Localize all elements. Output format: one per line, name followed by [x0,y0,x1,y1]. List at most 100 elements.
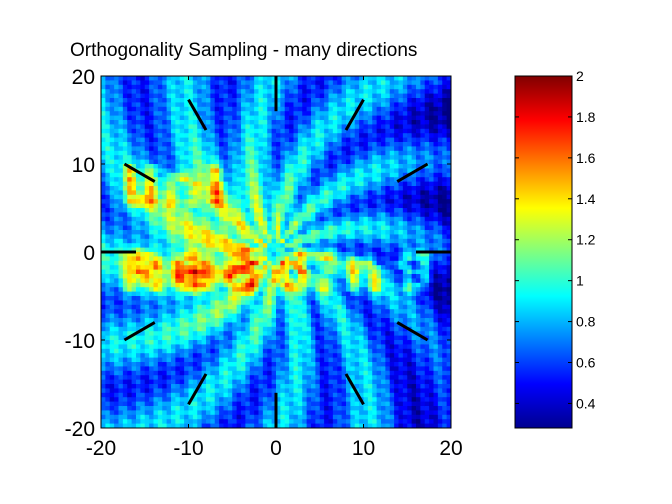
heatmap-cell [219,397,225,403]
heatmap-cell [114,269,120,275]
heatmap-cell [346,401,351,407]
heatmap-cell [153,375,159,381]
heatmap-cell [197,326,203,332]
heatmap-cell [341,256,347,262]
heatmap-cell [319,80,325,86]
heatmap-cell [127,194,133,200]
heatmap-cell [332,172,338,178]
heatmap-cell [315,392,321,398]
heatmap-cell [236,221,242,227]
heatmap-cell [162,181,168,187]
heatmap-cell [188,186,194,191]
heatmap-cell [306,80,312,86]
heatmap-cell [219,93,225,99]
heatmap-cell [328,93,334,99]
heatmap-cell [271,128,277,134]
heatmap-cell [171,124,176,130]
heatmap-cell [166,190,172,196]
heatmap-cell [319,190,325,196]
heatmap-cell [140,186,146,191]
heatmap-cell [105,362,111,367]
heatmap-cell [254,362,260,367]
heatmap-cell [179,247,185,253]
heatmap-cell [341,84,347,90]
heatmap-cell [144,406,150,411]
heatmap-cell [363,384,369,389]
heatmap-cell [293,247,299,253]
heatmap-cell [302,164,308,169]
heatmap-cell [219,80,225,86]
heatmap-cell [122,172,128,178]
heatmap-cell [214,313,220,319]
heatmap-cell [328,326,334,332]
heatmap-cell [214,102,220,108]
heatmap-cell [192,115,198,121]
heatmap-cell [267,406,273,411]
heatmap-cell [341,331,347,337]
heatmap-cell [227,326,233,332]
heatmap-cell [179,362,185,367]
heatmap-cell [136,120,141,125]
heatmap-cell [341,93,347,99]
heatmap-cell [188,98,194,103]
heatmap-cell [241,278,246,284]
heatmap-cell [140,177,146,183]
heatmap-cell [219,265,225,271]
heatmap-cell [114,146,120,152]
heatmap-cell [341,252,347,257]
heatmap-cell [131,318,137,323]
heatmap-cell [315,309,321,315]
heatmap-cell [136,98,141,103]
heatmap-cell [144,322,150,328]
heatmap-cell [258,164,264,169]
heatmap-cell [315,247,321,253]
heatmap-cell [223,265,229,271]
heatmap-cell [284,340,290,345]
heatmap-cell [249,318,255,323]
heatmap-cell [162,256,168,262]
heatmap-cell [328,344,334,350]
heatmap-cell [175,309,181,315]
heatmap-cell [258,106,264,112]
heatmap-cell [245,102,251,108]
heatmap-cell [175,357,181,363]
heatmap-cell [363,357,369,363]
heatmap-cell [136,370,141,376]
heatmap-cell [144,331,150,337]
heatmap-cell [227,313,233,319]
heatmap-cell [131,278,137,284]
heatmap-cell [276,216,281,222]
heatmap-cell [153,225,159,231]
heatmap-cell [214,252,220,257]
heatmap-cell [311,238,316,244]
heatmap-cell [284,265,290,271]
heatmap-cell [262,150,268,156]
heatmap-cell [271,252,277,257]
heatmap-cell [276,309,281,315]
heatmap-cell [306,194,312,200]
heatmap-cell [114,203,120,209]
heatmap-cell [280,397,286,403]
heatmap-cell [227,225,233,231]
heatmap-cell [171,133,176,139]
heatmap-cell [206,194,211,200]
heatmap-cell [324,243,330,249]
heatmap-cell [319,388,325,394]
heatmap-cell [162,208,168,213]
heatmap-cell [166,159,172,165]
heatmap-cell [262,406,268,411]
heatmap-cell [254,194,260,200]
heatmap-cell [249,234,255,240]
heatmap-cell [122,137,128,143]
heatmap-cell [210,318,216,323]
heatmap-cell [289,216,295,222]
heatmap-cell [311,326,316,332]
heatmap-cell [188,318,194,323]
heatmap-cell [341,115,347,121]
heatmap-cell [210,199,216,205]
heatmap-cell [192,362,198,367]
heatmap-cell [236,120,242,125]
heatmap-cell [118,274,124,279]
heatmap-cell [227,265,233,271]
heatmap-cell [122,331,128,337]
